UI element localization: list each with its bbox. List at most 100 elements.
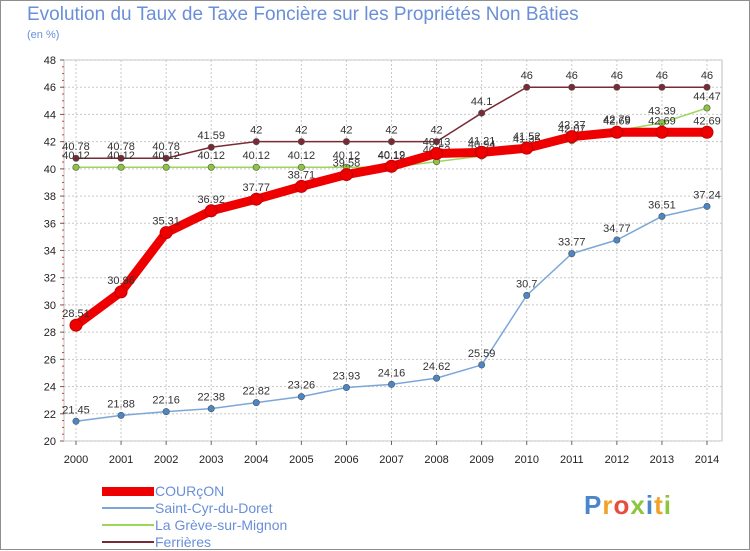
data-label-saint-cyr-du-doret: 22.16 (152, 395, 180, 407)
data-point-saint-cyr-du-doret (478, 361, 486, 369)
data-point-saint-cyr-du-doret (613, 236, 621, 244)
legend-label-la-greve: La Grève-sur-Mignon (155, 517, 288, 533)
logo-letter: i (663, 490, 672, 520)
data-label-saint-cyr-du-doret: 24.16 (378, 367, 406, 379)
data-label-la-greve-sur-mignon: 40.12 (62, 150, 90, 162)
data-point-courcon (385, 159, 398, 173)
data-label-saint-cyr-du-doret: 36.51 (648, 199, 676, 211)
x-tick-label: 2000 (64, 454, 88, 466)
data-label-ferrieres: 42 (250, 125, 262, 137)
data-point-la-greve-sur-mignon (207, 163, 215, 171)
data-point-saint-cyr-du-doret (207, 405, 215, 413)
data-point-ferrieres (162, 154, 170, 162)
chart-title: Evolution du Taux de Taxe Foncière sur l… (27, 4, 579, 25)
data-point-courcon (610, 125, 624, 139)
y-tick-label: 20 (44, 436, 56, 448)
logo-letter: P (584, 490, 603, 520)
x-tick-label: 2003 (199, 454, 223, 466)
data-point-ferrieres (703, 83, 711, 91)
data-label-courcon: 36.92 (197, 194, 225, 206)
data-point-saint-cyr-du-doret (658, 212, 666, 220)
data-label-ferrieres: 42 (430, 125, 442, 137)
data-point-courcon (475, 145, 489, 159)
y-tick-label: 34 (44, 246, 56, 258)
x-tick-label: 2004 (244, 454, 268, 466)
logo-letter: x (630, 490, 646, 520)
legend-label-saint-cyr: Saint-Cyr-du-Doret (155, 500, 273, 516)
data-label-courcon: 42.37 (558, 120, 586, 132)
data-point-saint-cyr-du-doret (117, 411, 125, 419)
data-point-saint-cyr-du-doret (433, 374, 441, 382)
data-label-ferrieres: 40.78 (107, 141, 135, 153)
data-point-la-greve-sur-mignon (72, 163, 80, 171)
data-point-courcon (294, 179, 308, 193)
y-tick-label: 22 (44, 409, 56, 421)
x-tick-label: 2001 (109, 454, 133, 466)
data-label-saint-cyr-du-doret: 23.93 (333, 371, 361, 383)
data-point-courcon (655, 125, 669, 139)
x-tick-label: 2008 (424, 454, 448, 466)
x-tick-label: 2010 (514, 454, 538, 466)
data-point-ferrieres (297, 138, 305, 146)
data-point-saint-cyr-du-doret (387, 380, 395, 388)
data-point-saint-cyr-du-doret (568, 250, 576, 258)
data-label-courcon: 42.69 (693, 115, 721, 127)
logo-letter: t (654, 490, 664, 520)
data-label-ferrieres: 44.1 (471, 96, 492, 108)
y-tick-label: 46 (44, 82, 56, 94)
data-point-courcon (69, 318, 83, 332)
data-point-ferrieres (117, 154, 125, 162)
data-label-saint-cyr-du-doret: 33.77 (558, 237, 586, 249)
data-label-ferrieres: 42 (295, 125, 307, 137)
data-label-saint-cyr-du-doret: 24.62 (423, 361, 451, 373)
data-point-ferrieres (252, 138, 260, 146)
data-label-saint-cyr-du-doret: 37.24 (693, 189, 721, 201)
data-label-la-greve-sur-mignon: 40.12 (243, 150, 271, 162)
data-label-courcon: 42.69 (648, 115, 676, 127)
data-point-ferrieres (433, 138, 441, 146)
x-tick-label: 2012 (605, 454, 629, 466)
data-label-la-greve-sur-mignon: 40.12 (333, 150, 361, 162)
data-point-courcon (159, 226, 173, 240)
y-tick-label: 42 (44, 137, 56, 149)
logo-letter: i (645, 490, 655, 520)
data-label-courcon: 40.13 (423, 136, 451, 148)
x-tick-label: 2007 (379, 454, 403, 466)
data-label-ferrieres: 46 (611, 70, 623, 82)
data-label-la-greve-sur-mignon: 42.79 (603, 114, 631, 126)
data-label-la-greve-sur-mignon: 43.39 (648, 106, 676, 118)
data-label-courcon: 40.19 (378, 149, 406, 161)
data-point-courcon (339, 168, 353, 182)
x-tick-label: 2011 (560, 454, 584, 466)
data-point-saint-cyr-du-doret (252, 399, 260, 407)
legend-swatch-ferrieres (102, 541, 154, 543)
data-label-saint-cyr-du-doret: 23.26 (288, 380, 316, 392)
data-point-ferrieres (658, 83, 666, 91)
data-label-la-greve-sur-mignon: 40.12 (197, 150, 225, 162)
data-point-courcon (565, 130, 579, 144)
data-point-courcon (114, 285, 128, 299)
x-tick-label: 2009 (469, 454, 493, 466)
data-label-courcon: 28.51 (62, 308, 90, 320)
data-label-la-greve-sur-mignon: 44.47 (693, 91, 721, 103)
data-label-courcon: 42.69 (603, 115, 631, 127)
data-label-saint-cyr-du-doret: 34.77 (603, 223, 631, 235)
data-point-la-greve-sur-mignon (117, 163, 125, 171)
data-label-ferrieres: 40.78 (62, 141, 90, 153)
y-tick-label: 26 (44, 354, 56, 366)
data-point-ferrieres (72, 154, 80, 162)
data-label-la-greve-sur-mignon: 40.12 (378, 150, 406, 162)
data-point-saint-cyr-du-doret (297, 393, 305, 401)
data-label-ferrieres: 46 (521, 70, 533, 82)
data-label-saint-cyr-du-doret: 25.59 (468, 348, 496, 360)
data-point-courcon (249, 192, 263, 206)
data-label-ferrieres: 46 (656, 70, 668, 82)
x-tick-label: 2014 (695, 454, 719, 466)
data-label-saint-cyr-du-doret: 22.82 (243, 386, 271, 398)
data-point-ferrieres (568, 83, 576, 91)
legend-swatch-saint-cyr (102, 507, 154, 509)
data-point-la-greve-sur-mignon (297, 163, 305, 171)
data-label-ferrieres: 41.59 (197, 130, 225, 142)
data-label-ferrieres: 46 (566, 70, 578, 82)
data-point-saint-cyr-du-doret (162, 408, 170, 416)
